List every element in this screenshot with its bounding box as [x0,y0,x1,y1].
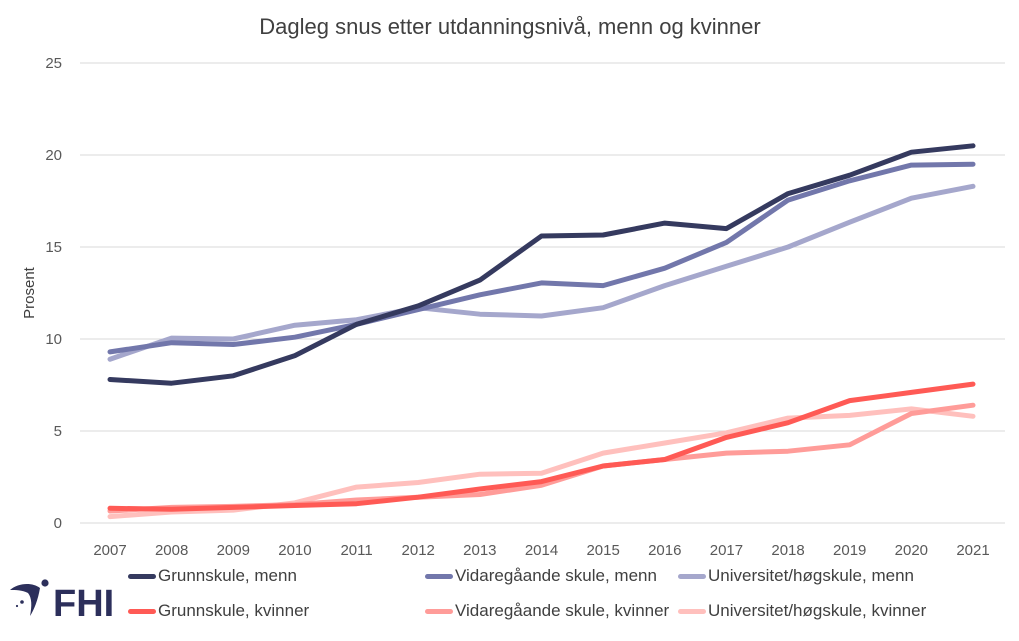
legend-swatch [425,608,453,614]
legend-label: Grunnskule, kvinner [158,601,310,620]
legend-label: Vidaregåande skule, kvinner [455,601,670,620]
legend-item-universitet-menn[interactable]: Universitet/høgskule, menn [678,566,914,586]
y-axis-label: Prosent [21,266,38,319]
legend-label: Universitet/høgskule, menn [708,566,914,585]
x-tick-label: 2018 [771,542,804,559]
x-tick-label: 2009 [217,542,250,559]
legend-item-grunnskule-kvinner[interactable]: Grunnskule, kvinner [128,601,309,621]
fhi-logo-text: FHI [53,583,114,622]
x-tick-label: 2020 [895,542,928,559]
legend-item-vidaregaande-kvinner[interactable]: Vidaregåande skule, kvinner [425,601,669,621]
legend-item-universitet-kvinner[interactable]: Universitet/høgskule, kvinner [678,601,926,621]
y-axis-ticks: 0 5 10 15 20 25 [45,55,62,532]
series-5 [107,406,976,520]
fhi-logo-small-dot-icon [20,600,24,604]
series-line [107,143,976,386]
y-tick-label: 0 [54,515,62,532]
legend-swatch [128,608,156,614]
legend-swatch [128,573,156,579]
fhi-logo: FHI [10,579,114,622]
legend-swatch [425,573,453,579]
legend-item-vidaregaande-menn[interactable]: Vidaregåande skule, menn [425,566,657,586]
legend-label: Universitet/høgskule, kvinner [708,601,927,620]
series-line [107,161,976,355]
x-tick-label: 2011 [340,542,372,559]
fhi-logo-tiny-dot-icon [15,604,19,608]
x-tick-label: 2008 [155,542,188,559]
series-lines [107,143,976,520]
legend-swatch [678,608,706,614]
x-tick-label: 2017 [710,542,743,559]
x-tick-label: 2015 [586,542,619,559]
y-tick-label: 10 [45,331,62,348]
x-tick-label: 2019 [833,542,866,559]
y-tick-label: 15 [45,239,62,256]
x-axis-ticks: 2007 2008 2009 2010 2011 2012 2013 2014 2015 2016… [93,542,989,559]
series-line [107,183,976,362]
series-2 [107,183,976,362]
series-1 [107,161,976,355]
series-4 [107,402,976,514]
legend-item-grunnskule-menn[interactable]: Grunnskule, menn [128,566,297,586]
series-0 [107,143,976,386]
y-tick-label: 5 [54,423,62,440]
x-tick-label: 2007 [93,542,126,559]
x-tick-label: 2013 [463,542,496,559]
fhi-logo-swoosh-icon [10,584,40,616]
y-tick-label: 25 [45,55,62,72]
gridlines [80,62,1005,524]
legend-swatch [678,573,706,579]
chart-title: Dagleg snus etter utdanningsnivå, menn o… [259,14,760,39]
x-tick-label: 2010 [278,542,311,559]
chart-legend: Grunnskule, menn Vidaregåande skule, men… [0,566,1019,636]
y-tick-label: 20 [45,147,62,164]
series-line [107,402,976,514]
legend-label: Vidaregåande skule, menn [455,566,657,585]
legend-label: Grunnskule, menn [158,566,297,585]
series-line [107,406,976,520]
x-tick-label: 2014 [525,542,558,559]
fhi-logo-dot-icon [41,579,49,587]
series-3 [107,381,976,512]
x-tick-label: 2016 [648,542,681,559]
x-tick-label: 2021 [956,542,989,559]
x-tick-label: 2012 [402,542,435,559]
